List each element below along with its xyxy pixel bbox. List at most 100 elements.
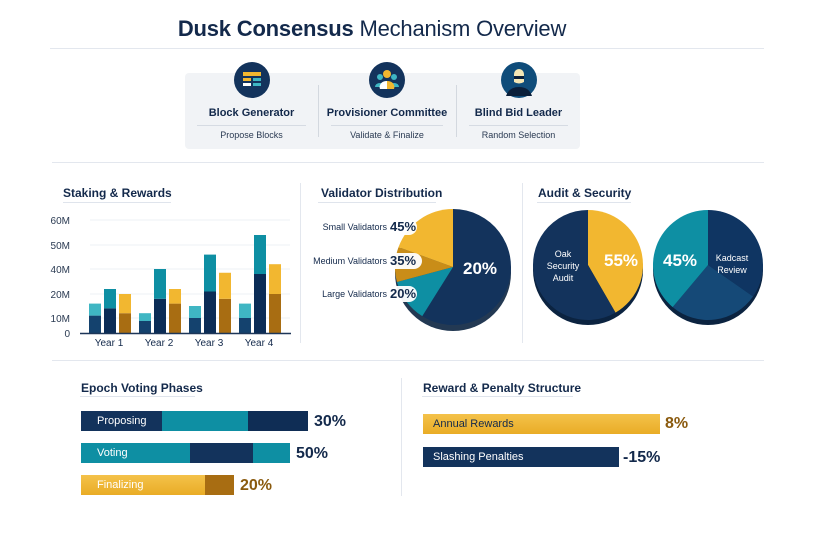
pie-slice-other (533, 210, 616, 320)
reward-penalty-title: Reward & Penalty Structure (423, 381, 582, 395)
validator-distribution-chart: 20% Small Validators 45% Medium Validators 3… (310, 209, 511, 331)
bar-segment (248, 411, 308, 431)
role-name: Blind Bid Leader (474, 107, 563, 119)
bar-segment (204, 254, 216, 292)
audit-security-title: Audit & Security (538, 186, 632, 200)
bar-segment (189, 318, 201, 333)
pie-slice-other (653, 210, 708, 308)
y-tick-label: 10M (51, 314, 70, 325)
phase-value-text: 50% (296, 445, 329, 462)
column-divider (401, 378, 402, 496)
pie-value-label: 45% (663, 251, 697, 270)
role-name: Provisioner Committee (326, 107, 448, 119)
section-underline (80, 396, 195, 397)
bar-segment (205, 475, 234, 495)
section-divider-top (52, 162, 764, 163)
bar-segment (204, 291, 216, 333)
column-divider (522, 183, 523, 343)
role-desc: Propose Blocks (220, 130, 283, 140)
block-stack-icon (233, 62, 270, 98)
title-bold: Dusk Consensus (177, 16, 354, 41)
bar-segment (139, 321, 151, 333)
x-tick-label: Year 4 (245, 338, 274, 347)
role-provisioner-committee: Provisioner Committee Validate & Finaliz… (319, 62, 455, 149)
section-underline (318, 202, 436, 203)
bar-segment (81, 411, 162, 431)
hooded-figure-icon (500, 62, 537, 98)
bar-segment (81, 443, 190, 463)
bar-segment (269, 294, 281, 333)
pie-label-pill (317, 219, 417, 235)
y-tick-label: 60M (51, 216, 70, 227)
y-tick-label: 20M (51, 290, 70, 301)
pie-slice-large (422, 209, 511, 325)
committee-people-icon (369, 62, 405, 98)
section-underline (537, 202, 631, 203)
phase-label: Voting (97, 447, 128, 459)
bar-segment (89, 303, 101, 316)
pie-slice-small-validators (398, 209, 453, 267)
bar-segment (154, 269, 166, 299)
pie-slice-oak-audit (588, 210, 643, 313)
bar-segment (254, 235, 266, 274)
phase-value: 30% (314, 413, 346, 431)
bar-segment (89, 315, 101, 333)
role-divider (318, 85, 319, 137)
x-tick-label: Year 3 (195, 338, 224, 347)
reward-label: Annual Rewards (433, 418, 514, 430)
pie-label-pill (317, 286, 417, 302)
bar-segment (219, 298, 231, 333)
role-separator (197, 125, 306, 126)
pie-value-label: 35% (390, 253, 416, 268)
bar-segment (154, 298, 166, 333)
reward-bar-annual: Annual Rewards (423, 414, 660, 434)
bar-segment (190, 443, 253, 463)
phase-bar-proposing: Proposing (81, 411, 308, 431)
phase-value: 20% (240, 477, 272, 495)
role-desc: Validate & Finalize (350, 130, 424, 140)
phase-label: Proposing (97, 415, 147, 427)
pie-value-label: 55% (604, 251, 638, 270)
reward-value: 8% (665, 415, 688, 433)
bar-segment (119, 313, 131, 333)
pie-value-label: 20% (390, 286, 416, 301)
x-tick-label: Year 2 (145, 338, 174, 347)
bar-segment (219, 272, 231, 299)
bar-segment (169, 303, 181, 333)
bar-segment (104, 289, 116, 309)
phase-value-text: 30% (314, 413, 347, 430)
epoch-voting-title: Epoch Voting Phases (81, 381, 203, 395)
y-tick-label: 50M (51, 241, 70, 252)
penalty-label: Slashing Penalties (433, 451, 524, 463)
pie-label: Security (547, 261, 580, 271)
pie-slice-kadcast-lower (672, 265, 754, 320)
penalty-value-text: -15% (623, 449, 661, 466)
title-divider (50, 48, 764, 49)
bar-segment (162, 411, 248, 431)
role-divider (456, 85, 457, 137)
bar-segment (269, 264, 281, 294)
role-desc: Random Selection (481, 130, 556, 140)
role-blind-bid-leader: Blind Bid Leader Random Selection (457, 62, 580, 149)
title-light: Mechanism Overview (359, 16, 567, 41)
column-divider (300, 183, 301, 343)
bar-segment (81, 475, 205, 495)
penalty-bar-slashing: Slashing Penalties (423, 447, 619, 467)
bar-segment (139, 313, 151, 321)
role-block-generator: Block Generator Propose Blocks (185, 62, 318, 149)
bar-segment (169, 289, 181, 304)
phase-bar-voting: Voting (81, 443, 290, 463)
validator-distribution-title: Validator Distribution (321, 186, 443, 200)
bar-segment (239, 318, 251, 333)
y-tick-label: 40M (51, 265, 70, 276)
pie-slice-large-validators (396, 267, 453, 317)
penalty-value: -15% (623, 449, 660, 467)
pie-center-label: 20% (463, 259, 497, 278)
pie-label: Audit (553, 273, 574, 283)
pie-label: Small Validators (323, 222, 388, 232)
reward-value-text: 8% (665, 415, 689, 432)
phase-bar-finalizing: Finalizing (81, 475, 234, 495)
x-tick-label: Year 1 (95, 338, 124, 347)
phase-value-text: 20% (240, 477, 273, 494)
pie-value-label: 45% (390, 219, 416, 234)
